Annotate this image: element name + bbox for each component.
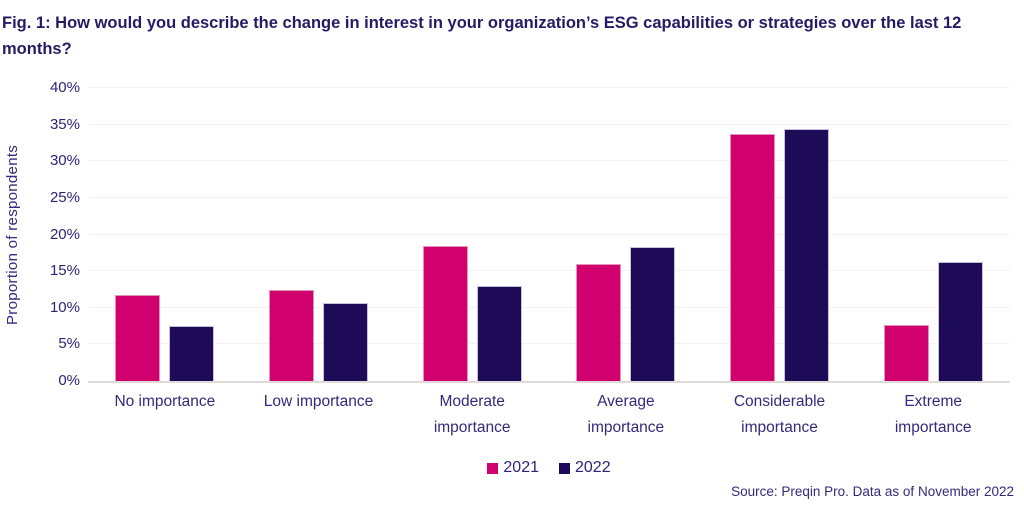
- bar-group: [549, 88, 703, 381]
- x-axis-line: [88, 381, 1010, 383]
- y-tick-label: 20%: [49, 225, 80, 243]
- y-tick-label: 10%: [49, 298, 80, 316]
- y-axis-ticks: 0% 5% 10% 15% 20% 25% 30% 35% 40%: [0, 79, 80, 389]
- y-tick-label: 30%: [49, 152, 80, 170]
- bar-2021-low-importance: [268, 290, 314, 381]
- x-axis-category-label: Extreme importance: [894, 393, 972, 437]
- y-tick-label: 15%: [49, 262, 80, 280]
- legend-label: 2022: [575, 459, 611, 476]
- gridline: [88, 306, 1010, 308]
- bar-group: [242, 88, 396, 381]
- bar-2021-considerable-importance: [729, 134, 775, 381]
- chart-legend: 2021 2022: [88, 459, 1010, 477]
- gridline: [88, 343, 1010, 345]
- bar-2021-moderate-importance: [422, 245, 468, 381]
- legend-label: 2021: [503, 459, 539, 476]
- gridline: [88, 160, 1010, 162]
- chart-title: Fig. 1: How would you describe the chang…: [2, 14, 962, 59]
- gridline: [88, 87, 1010, 88]
- bar-group: [88, 88, 242, 381]
- y-tick-label: 0%: [58, 372, 80, 389]
- bar-2021-no-importance: [115, 295, 161, 381]
- bar-2021-average-importance: [576, 263, 622, 381]
- bar-2022-considerable-importance: [783, 129, 829, 381]
- legend-swatch-icon: [559, 462, 570, 474]
- legend-swatch-icon: [487, 462, 499, 474]
- y-tick-label: 35%: [49, 115, 80, 133]
- legend-item-2021: 2021: [487, 459, 539, 477]
- bar-2022-extreme-importance: [937, 262, 983, 381]
- bar-2022-average-importance: [630, 246, 676, 381]
- x-axis-category-label: No importance: [114, 393, 216, 410]
- bar-2022-low-importance: [322, 302, 368, 381]
- bar-2022-no-importance: [169, 326, 215, 381]
- gridline: [88, 196, 1010, 198]
- y-tick-label: 40%: [49, 79, 80, 96]
- bar-2021-extreme-importance: [883, 324, 929, 381]
- gridline: [88, 270, 1010, 272]
- plot-area: [88, 87, 1010, 383]
- gridline: [88, 233, 1010, 235]
- x-axis-category-label: Moderate importance: [433, 393, 511, 437]
- x-axis-category-label: Low importance: [263, 393, 374, 410]
- gridline: [88, 123, 1010, 125]
- source-note: Source: Preqin Pro. Data as of November …: [731, 484, 1014, 499]
- legend-item-2022: 2022: [559, 459, 611, 477]
- x-axis-category-label: Average importance: [587, 393, 665, 437]
- y-tick-label: 5%: [58, 335, 80, 353]
- x-axis-labels: No importance Low importance Moderate impo…: [88, 389, 1010, 442]
- y-tick-label: 25%: [49, 188, 80, 206]
- bar-2022-moderate-importance: [476, 285, 522, 381]
- bar-group: [856, 88, 1010, 381]
- bar-group: [395, 88, 549, 381]
- bar-group: [703, 88, 857, 381]
- x-axis-category-label: Considerable importance: [733, 393, 826, 437]
